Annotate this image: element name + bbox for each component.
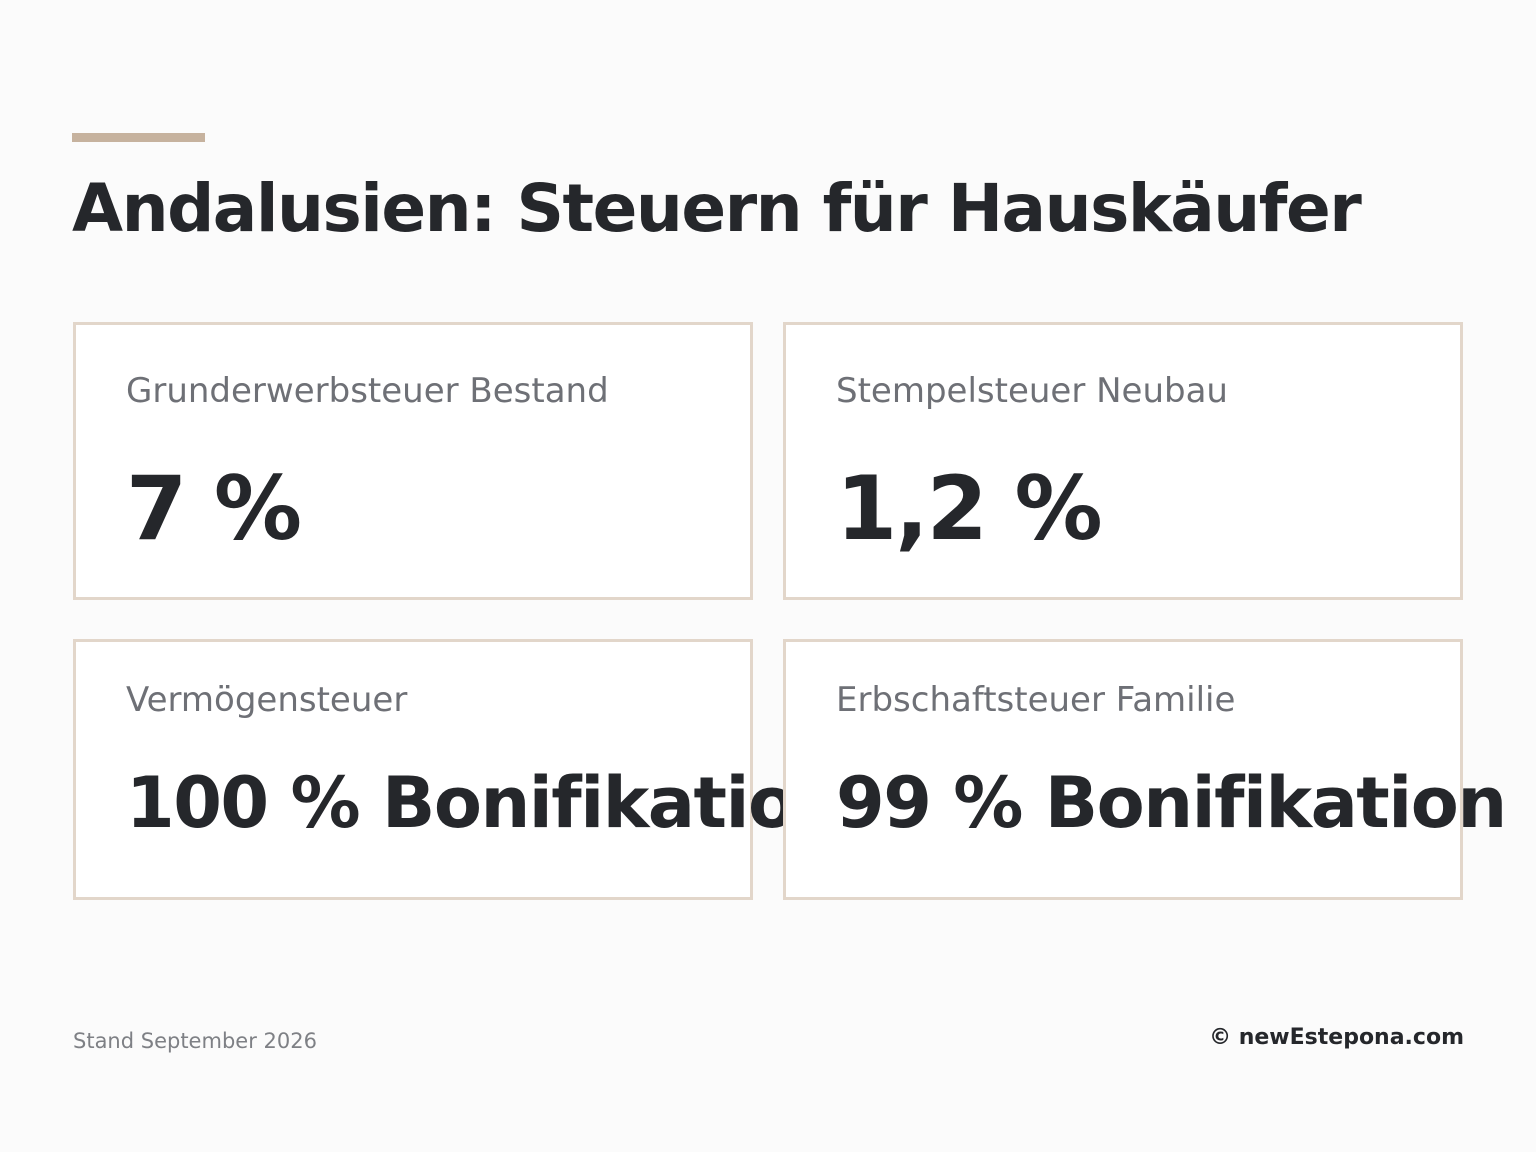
tax-card-value: 1,2 %	[836, 457, 1103, 560]
tax-card-grunderwerbsteuer: Grunderwerbsteuer Bestand 7 %	[73, 322, 753, 600]
footer-copyright: © newEstepona.com	[1209, 1025, 1464, 1050]
tax-card-value: 7 %	[126, 457, 302, 560]
tax-card-vermoegensteuer: Vermögensteuer 100 % Bonifikation	[73, 639, 844, 900]
tax-card-stempelsteuer: Stempelsteuer Neubau 1,2 %	[783, 322, 1463, 600]
tax-card-label: Vermögensteuer	[126, 680, 408, 720]
footer-date: Stand September 2026	[73, 1029, 317, 1053]
tax-cards-grid: Grunderwerbsteuer Bestand 7 % Stempelste…	[73, 322, 1507, 900]
tax-card-label: Erbschaftsteuer Familie	[836, 680, 1236, 720]
tax-card-label: Grunderwerbsteuer Bestand	[126, 371, 609, 411]
tax-card-value: 100 % Bonifikation	[126, 762, 844, 844]
title-accent-bar	[72, 133, 205, 142]
tax-card-label: Stempelsteuer Neubau	[836, 371, 1228, 411]
tax-card-erbschaftsteuer: Erbschaftsteuer Familie 99 % Bonifikatio…	[783, 639, 1507, 900]
page-title: Andalusien: Steuern für Hauskäufer	[72, 170, 1362, 247]
tax-card-value: 99 % Bonifikation	[836, 762, 1507, 844]
